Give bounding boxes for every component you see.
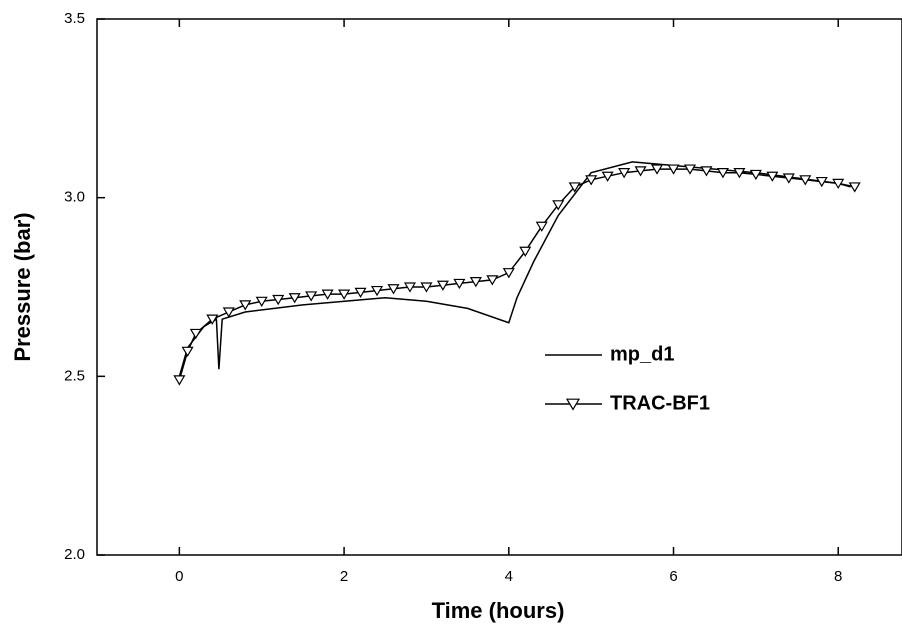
marker xyxy=(403,282,417,293)
marker xyxy=(568,182,581,193)
marker xyxy=(782,173,795,184)
marker xyxy=(634,166,647,177)
y-tick-label: 3.0 xyxy=(64,189,85,206)
marker xyxy=(321,289,334,300)
marker xyxy=(387,284,400,295)
marker xyxy=(305,291,318,302)
marker xyxy=(502,268,515,279)
marker xyxy=(667,164,680,175)
marker xyxy=(848,182,861,193)
marker xyxy=(288,293,301,304)
y-tick-label: 3.5 xyxy=(64,10,85,27)
marker xyxy=(420,282,433,293)
marker xyxy=(585,175,598,186)
marker xyxy=(618,168,631,179)
marker xyxy=(519,246,532,257)
marker xyxy=(716,168,729,179)
legend-label: mp_d1 xyxy=(610,343,674,365)
y-tick-label: 2.5 xyxy=(64,367,85,384)
plot-frame xyxy=(96,18,902,556)
x-tick-label: 6 xyxy=(669,568,677,585)
y-axis-label: Pressure (bar) xyxy=(10,212,35,361)
x-tick-label: 8 xyxy=(834,568,842,585)
marker xyxy=(700,166,713,177)
legend-marker xyxy=(565,398,581,411)
marker xyxy=(683,164,697,175)
marker xyxy=(601,171,614,182)
series-line xyxy=(178,161,851,377)
marker xyxy=(222,307,235,318)
marker xyxy=(436,280,449,291)
marker xyxy=(173,375,186,386)
marker xyxy=(815,176,828,188)
x-tick-label: 4 xyxy=(505,568,513,585)
marker xyxy=(733,168,746,179)
marker xyxy=(766,171,779,182)
marker xyxy=(181,346,194,358)
marker xyxy=(749,169,762,181)
x-tick-label: 2 xyxy=(340,568,348,585)
x-axis-label: Time (hours) xyxy=(432,598,565,623)
marker xyxy=(453,278,466,290)
marker xyxy=(338,289,351,300)
series-line xyxy=(178,168,855,381)
marker xyxy=(272,294,285,306)
marker xyxy=(255,296,268,307)
marker xyxy=(832,178,845,190)
marker xyxy=(206,314,219,325)
marker xyxy=(370,285,384,297)
marker xyxy=(650,164,664,175)
legend-label: TRAC-BF1 xyxy=(610,392,710,414)
marker xyxy=(239,300,252,311)
marker xyxy=(354,287,367,299)
marker xyxy=(189,328,202,340)
marker xyxy=(535,221,548,232)
marker xyxy=(799,175,812,186)
marker xyxy=(469,277,482,288)
x-tick-label: 0 xyxy=(175,568,183,585)
marker xyxy=(486,275,499,286)
marker xyxy=(552,200,565,211)
y-tick-label: 2.0 xyxy=(64,546,85,563)
